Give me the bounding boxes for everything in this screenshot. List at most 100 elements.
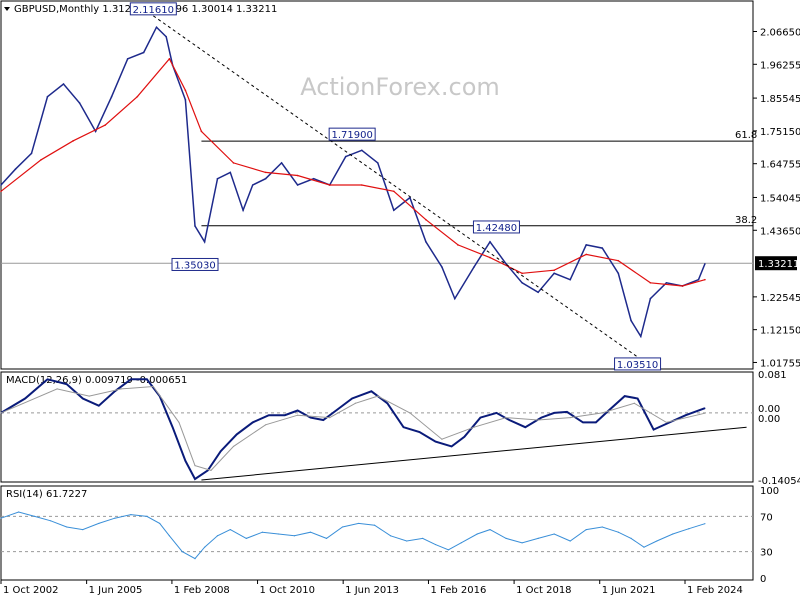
- price-point: [393, 209, 395, 212]
- rsi-point: [688, 528, 690, 530]
- signal-point: [56, 388, 58, 390]
- rsi-point: [476, 533, 478, 535]
- price-point: [665, 282, 668, 284]
- rsi-point: [601, 526, 603, 528]
- x-axis: 1 Oct 2002 1 Jun 2005 1 Feb 2008 1 Oct 2010…: [0, 580, 743, 596]
- signal-point: [704, 412, 706, 414]
- signal-point: [537, 419, 539, 421]
- sma-point: [704, 278, 706, 281]
- rsi-point: [553, 533, 555, 535]
- signal-point: [194, 465, 196, 467]
- rsi-point: [434, 543, 437, 546]
- macd-point: [284, 414, 286, 416]
- x-tick-label: 1 Feb 2008: [174, 585, 230, 596]
- x-tick-label: 1 Oct 2002: [3, 585, 58, 596]
- x-tick-label: 1 Oct 2018: [516, 585, 571, 596]
- price-point: [630, 319, 632, 322]
- rsi-point: [181, 551, 183, 553]
- macd-point: [98, 405, 100, 407]
- price-point: [229, 171, 232, 174]
- macd-tick-label: 0.00: [758, 414, 780, 425]
- price-point: [165, 35, 167, 38]
- rsi-point: [406, 540, 408, 542]
- rsi-series: [0, 511, 753, 560]
- macd-point: [66, 383, 68, 385]
- rsi-point: [309, 531, 312, 533]
- rsi-title: RSI(14) 61.7227: [6, 489, 87, 500]
- macd-point: [171, 426, 174, 428]
- rsi-line: [0, 511, 706, 560]
- sma-point: [360, 184, 363, 186]
- price-tick-label: 1.01755: [760, 358, 800, 369]
- price-point: [78, 102, 81, 104]
- macd-tick-label: -0.140543: [758, 476, 800, 487]
- price-tick-label: 2.06650: [760, 28, 800, 39]
- price-point: [110, 95, 113, 98]
- price-point: [649, 297, 652, 300]
- sma-point: [393, 190, 395, 193]
- macd-point: [495, 412, 498, 414]
- sma-point: [72, 140, 74, 142]
- price-point: [505, 263, 507, 265]
- signal-point: [441, 438, 443, 440]
- rsi-point: [643, 546, 645, 548]
- signal-point: [0, 412, 2, 414]
- price-tick-label: 1.54045: [760, 193, 800, 204]
- macd-point: [508, 419, 510, 421]
- rsi-point: [130, 514, 132, 516]
- price-point: [585, 244, 588, 246]
- macd-point: [463, 436, 465, 438]
- rsi-point: [18, 511, 20, 513]
- rsi-point: [245, 537, 247, 540]
- price-point: [697, 278, 700, 281]
- macd-point: [236, 433, 238, 436]
- price-tick-label: 1.75150: [760, 127, 800, 138]
- macd-point: [582, 421, 584, 424]
- sma-point: [457, 244, 459, 246]
- macd-point: [418, 431, 421, 433]
- rsi-point: [229, 529, 231, 531]
- current-price-box: [755, 256, 797, 271]
- price-point: [377, 162, 379, 164]
- price-point: [194, 225, 196, 227]
- macd-point: [194, 478, 196, 480]
- price-point: [14, 168, 17, 171]
- x-tick-label: 1 Feb 2024: [687, 585, 743, 596]
- price-point: [360, 149, 363, 152]
- fib-level-label: 38.2: [735, 215, 757, 226]
- price-label-box: [328, 127, 376, 141]
- price-tick-label: 1.12150: [760, 326, 800, 337]
- price-point: [569, 278, 572, 281]
- price-label-text: 1.42480: [476, 223, 517, 234]
- sma-line: [0, 57, 706, 287]
- signal-point: [88, 395, 90, 397]
- sma-point: [521, 272, 523, 275]
- rsi-point: [204, 546, 206, 548]
- macd-point: [351, 397, 353, 400]
- rsi-point: [34, 515, 36, 518]
- macd-point: [46, 378, 49, 380]
- price-label-text: 1.71900: [331, 130, 372, 141]
- sma-point: [168, 57, 171, 60]
- sma-point: [553, 269, 555, 271]
- price-tick-label: 1.96255: [760, 60, 800, 71]
- macd-tick-label: 0.081: [758, 370, 787, 381]
- price-point: [704, 263, 706, 265]
- signal-point: [152, 385, 154, 388]
- price-point: [62, 83, 65, 85]
- sma-point: [425, 218, 427, 221]
- sma-point: [489, 256, 491, 259]
- dropdown-arrow-icon: [4, 7, 10, 11]
- price-point: [473, 266, 475, 268]
- signal-point: [665, 421, 668, 424]
- macd-line: [0, 378, 706, 481]
- price-point: [264, 177, 267, 180]
- signal-point: [569, 417, 571, 419]
- rsi-y-axis: 100 70 30 0: [760, 486, 779, 585]
- price-label-text: 1.03510: [617, 360, 658, 371]
- price-point: [142, 51, 145, 54]
- sma-point: [0, 190, 2, 193]
- dashed-trendline: [153, 15, 638, 358]
- macd-title: MACD(12,26,9) 0.009719 -0.000651: [6, 375, 187, 386]
- price-tick-label: 1.85545: [760, 94, 800, 105]
